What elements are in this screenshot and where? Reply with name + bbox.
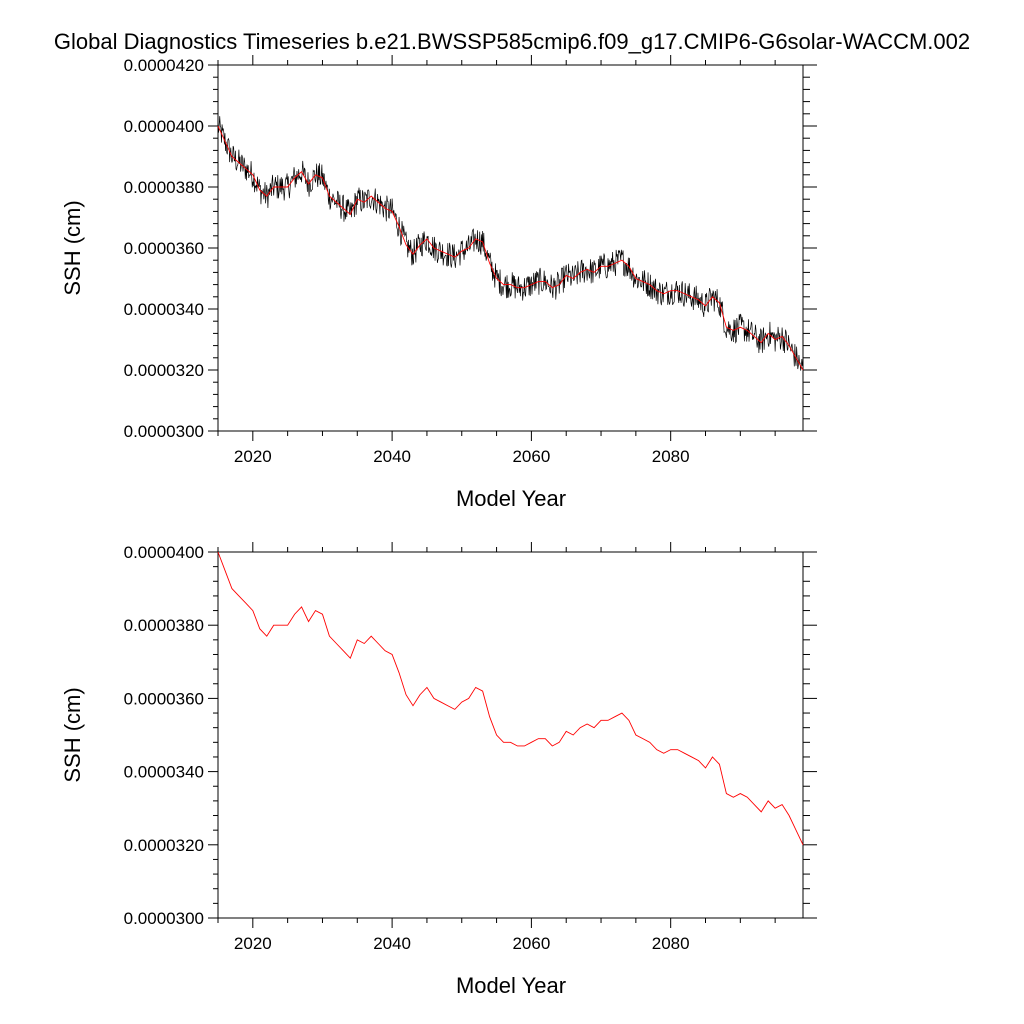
top-y-axis-label: SSH (cm) [60, 200, 85, 295]
bottom-x-tick-label: 2060 [512, 934, 550, 953]
top-y-tick-label: 0.0000300 [124, 422, 204, 441]
top-monthly-series-line [217, 116, 804, 371]
bottom-y-axis-label: SSH (cm) [60, 687, 85, 782]
bottom-plot-frame [217, 551, 804, 919]
top-panel: 2020 2040 2060 2080 0.0000300 0.0000320 0.0000… [60, 55, 817, 511]
top-x-tick-label: 2020 [234, 447, 272, 466]
top-plot-frame [217, 64, 804, 432]
top-x-tick-label: 2080 [652, 447, 690, 466]
top-series [217, 116, 804, 371]
bottom-annual-series-line [217, 551, 804, 845]
top-ticks: 2020 2040 2060 2080 0.0000300 0.0000320 0.0000… [124, 55, 817, 466]
bottom-y-tick-label: 0.0000300 [124, 909, 204, 928]
chart-title: Global Diagnostics Timeseries b.e21.BWSS… [54, 29, 970, 54]
top-y-tick-label: 0.0000400 [124, 117, 204, 136]
bottom-ticks: 2020 2040 2060 2080 0.0000300 0.0000320 0.0000… [124, 542, 817, 953]
bottom-x-tick-label: 2080 [652, 934, 690, 953]
bottom-y-tick-label: 0.0000360 [124, 689, 204, 708]
top-y-tick-label: 0.0000360 [124, 239, 204, 258]
bottom-y-tick-label: 0.0000380 [124, 616, 204, 635]
top-y-tick-label: 0.0000320 [124, 361, 204, 380]
bottom-y-tick-label: 0.0000340 [124, 763, 204, 782]
top-y-tick-label: 0.0000380 [124, 178, 204, 197]
top-x-tick-label: 2040 [373, 447, 411, 466]
top-annual-series-line [217, 125, 804, 371]
bottom-x-tick-label: 2040 [373, 934, 411, 953]
bottom-series [217, 551, 804, 845]
bottom-y-tick-label: 0.0000400 [124, 543, 204, 562]
bottom-y-tick-label: 0.0000320 [124, 836, 204, 855]
bottom-panel: 2020 2040 2060 2080 0.0000300 0.0000320 0.0000… [60, 542, 817, 998]
top-y-tick-label: 0.0000420 [124, 56, 204, 75]
bottom-x-axis-label: Model Year [456, 973, 566, 998]
top-y-tick-label: 0.0000340 [124, 300, 204, 319]
top-x-tick-label: 2060 [512, 447, 550, 466]
bottom-x-tick-label: 2020 [234, 934, 272, 953]
top-x-axis-label: Model Year [456, 486, 566, 511]
